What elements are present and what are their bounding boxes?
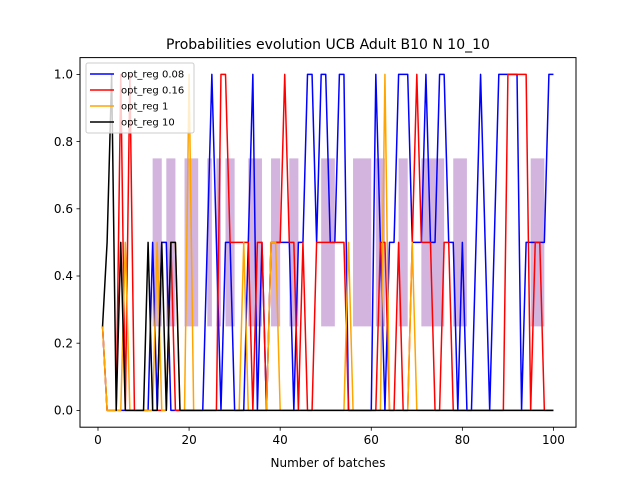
series-layer [101,73,554,412]
x-tick-label-1: 20 [181,433,196,447]
legend-label-1: opt_reg 0.16 [121,86,184,97]
plot-frame [79,57,577,428]
x-tick-label-4: 80 [455,433,470,447]
y-tick-label-5: 1.0 [54,68,73,82]
legend-box [85,62,195,134]
band-segment-12 [398,158,408,327]
x-tick-label-3: 60 [364,433,379,447]
legend-items: opt_reg 0.08 opt_reg 0.16 opt_reg 1 opt_reg… [90,70,184,129]
y-tick-label-2: 0.4 [54,269,73,283]
y-axis: 0.0 0.2 0.4 0.6 0.8 1.0 [54,68,80,418]
y-tick-label-0: 0.0 [54,404,73,418]
y-tick-label-4: 0.8 [54,135,73,149]
legend-label-2: opt_reg 1 [121,102,168,113]
x-tick-label-5: 100 [542,433,565,447]
chart-title: Probabilities evolution UCB Adult B10 N … [166,37,490,53]
x-axis: 0 20 40 60 80 100 [94,427,565,447]
legend: opt_reg 0.08 opt_reg 0.16 opt_reg 1 opt_reg… [85,62,195,134]
y-tick-label-3: 0.6 [54,202,73,216]
legend-label-3: opt_reg 10 [121,118,175,129]
band-segment-3 [207,158,212,327]
x-tick-label-2: 40 [273,433,288,447]
x-tick-label-0: 0 [94,433,102,447]
y-tick-label-1: 0.2 [54,336,73,350]
series-line-3 [101,73,554,412]
legend-label-0: opt_reg 0.08 [121,70,184,81]
band-segment-10 [353,158,372,327]
x-axis-label: Number of batches [271,456,386,470]
